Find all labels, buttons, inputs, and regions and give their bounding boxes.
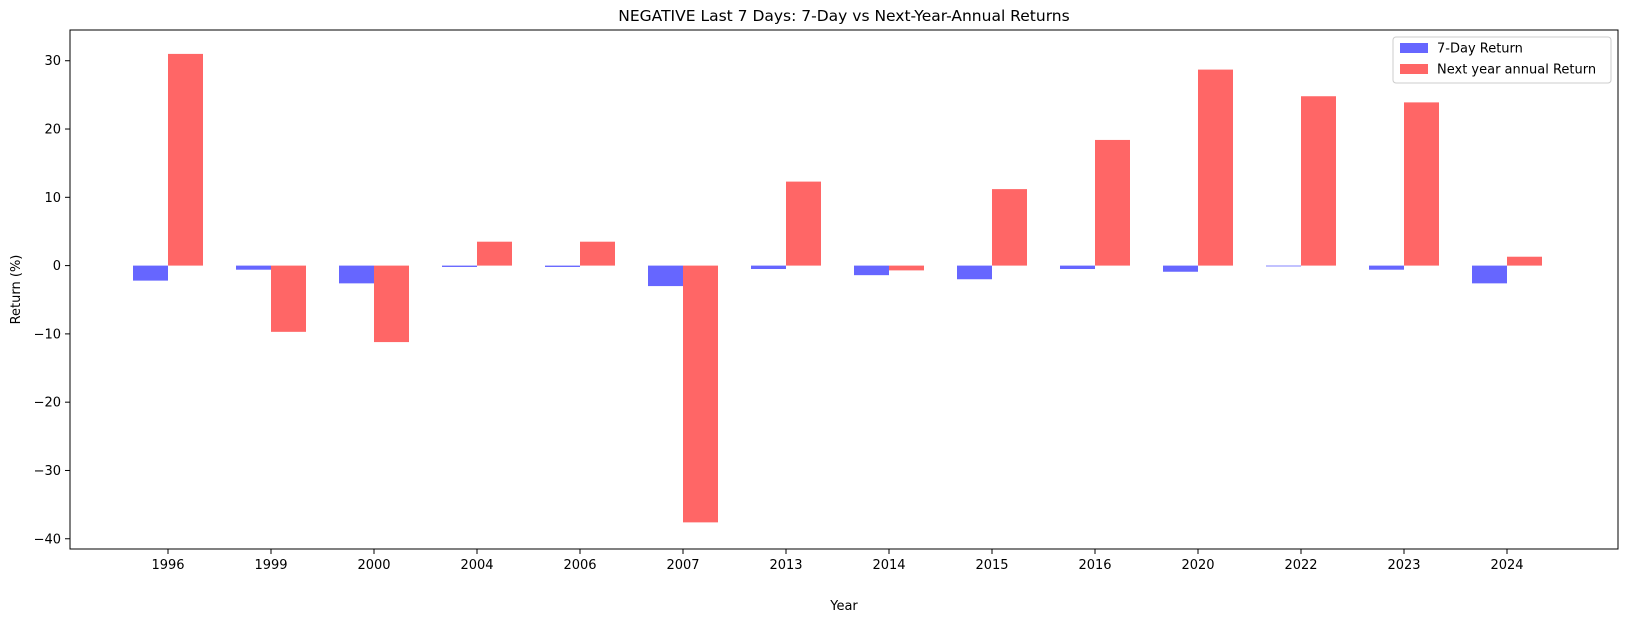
bar-next-year-1996 xyxy=(168,53,203,266)
legend-label: 7-Day Return xyxy=(1437,42,1523,57)
bar-next-year-2022 xyxy=(1301,96,1336,266)
bar-7day-2004 xyxy=(442,265,477,267)
legend: 7-Day Return Next year annual Return xyxy=(1392,36,1612,84)
x-tick-label: 1996 xyxy=(151,558,184,573)
bar-7day-2023 xyxy=(1369,265,1404,270)
x-axis-label: Year xyxy=(829,599,858,614)
bar-next-year-2014 xyxy=(889,265,924,271)
bar-7day-2014 xyxy=(854,265,889,276)
bar-7day-2013 xyxy=(751,265,786,270)
bar-next-year-2007 xyxy=(683,265,718,523)
y-tick-label: −40 xyxy=(34,532,61,547)
bar-next-year-2006 xyxy=(580,241,615,266)
legend-swatch xyxy=(1400,43,1428,53)
x-tick-label: 1999 xyxy=(254,558,287,573)
bar-next-year-2024 xyxy=(1507,256,1542,266)
x-tick-label: 2023 xyxy=(1387,558,1420,573)
y-tick-label: 30 xyxy=(44,54,61,69)
y-axis-label: Return (%) xyxy=(9,255,24,325)
bar-7day-1996 xyxy=(133,265,168,281)
bar-next-year-2004 xyxy=(477,241,512,266)
bar-7day-2015 xyxy=(957,265,992,280)
x-tick-label: 2004 xyxy=(460,558,493,573)
y-tick-label: −20 xyxy=(34,396,61,411)
x-tick-label: 2007 xyxy=(666,558,699,573)
bar-7day-2024 xyxy=(1472,265,1507,284)
x-tick-label: 2016 xyxy=(1078,558,1111,573)
bar-next-year-2000 xyxy=(374,265,409,343)
bar-7day-2007 xyxy=(648,265,683,287)
x-tick-label: 2015 xyxy=(975,558,1008,573)
plot-frame xyxy=(69,29,1619,550)
legend-label: Next year annual Return xyxy=(1437,63,1596,78)
x-tick-label: 2022 xyxy=(1284,558,1317,573)
bars-group xyxy=(133,53,1542,523)
y-tick-label: 20 xyxy=(44,123,61,138)
chart-title: NEGATIVE Last 7 Days: 7-Day vs Next-Year… xyxy=(618,7,1069,25)
bar-next-year-2016 xyxy=(1095,139,1130,266)
x-tick-label: 2006 xyxy=(563,558,596,573)
legend-swatch xyxy=(1400,64,1428,74)
y-tick-label: −10 xyxy=(34,327,61,342)
y-tick-label: −30 xyxy=(34,464,61,479)
x-tick-label: 2013 xyxy=(769,558,802,573)
y-tick-label: 10 xyxy=(44,191,61,206)
y-axis: 30 20 10 0 −10 −20 −30 −40 xyxy=(34,54,70,547)
bar-next-year-2013 xyxy=(786,181,821,266)
y-tick-label: 0 xyxy=(53,259,61,274)
bar-7day-2006 xyxy=(545,265,580,267)
x-tick-label: 2000 xyxy=(357,558,390,573)
bar-next-year-2023 xyxy=(1404,102,1439,266)
x-tick-label: 2020 xyxy=(1181,558,1214,573)
bar-7day-2000 xyxy=(339,265,374,284)
bar-next-year-2015 xyxy=(992,189,1027,266)
bar-next-year-1999 xyxy=(271,265,306,332)
x-tick-label: 2024 xyxy=(1490,558,1523,573)
x-tick-label: 2014 xyxy=(872,558,905,573)
legend-box xyxy=(1392,36,1612,84)
bar-7day-2020 xyxy=(1163,265,1198,272)
bar-next-year-2020 xyxy=(1198,69,1233,266)
bar-7day-1999 xyxy=(236,265,271,270)
bar-7day-2022 xyxy=(1266,265,1301,267)
bar-7day-2016 xyxy=(1060,265,1095,270)
x-axis: 1996 1999 2000 2004 2006 2007 2013 2014 2015 2016… xyxy=(151,549,1524,573)
